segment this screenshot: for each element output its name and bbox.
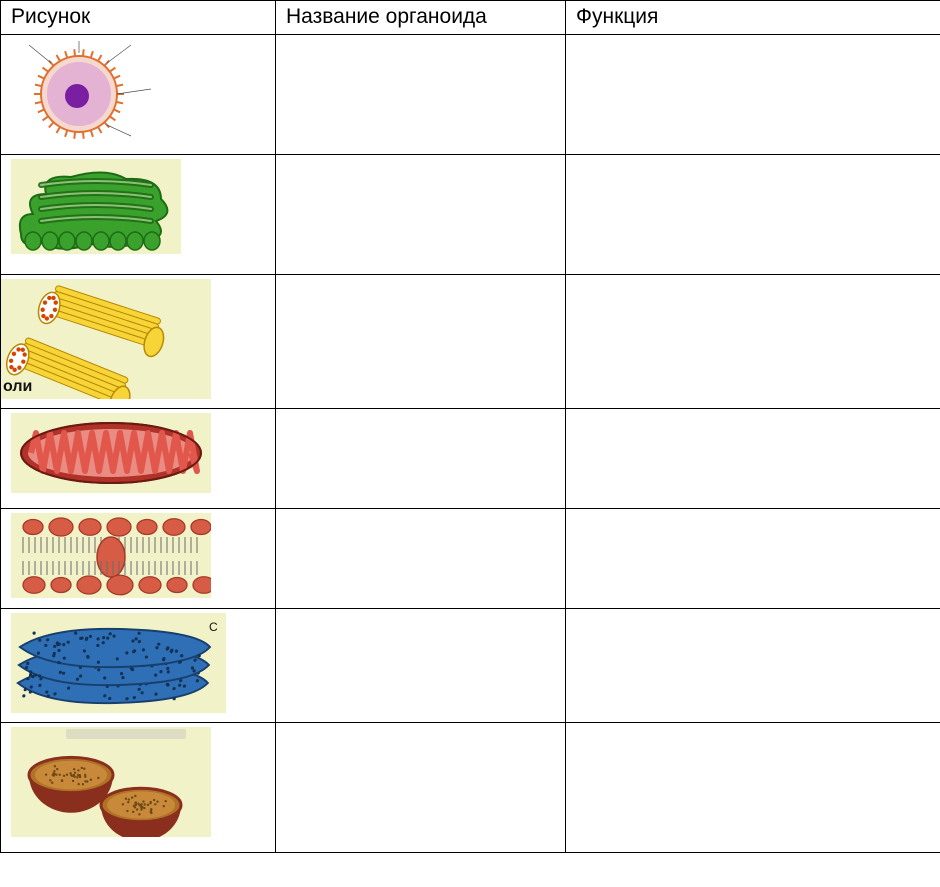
cell-function [566, 155, 940, 275]
page: Рисунок Название органоида Функция [0, 0, 940, 887]
cell-image [1, 35, 276, 155]
cell-name [276, 723, 566, 853]
cell-image: C [1, 609, 276, 723]
centrioles-icon: оли [1, 279, 211, 399]
cell-name [276, 609, 566, 723]
table-row: оли [1, 275, 940, 409]
table-row [1, 35, 940, 155]
endoplasmic-reticulum-icon: C [11, 613, 226, 713]
cell-image [1, 509, 276, 609]
table-header-row: Рисунок Название органоида Функция [1, 1, 940, 35]
cell-function [566, 609, 940, 723]
cell-name [276, 509, 566, 609]
cell-function [566, 35, 940, 155]
column-header-function: Функция [566, 1, 940, 35]
table-row [1, 723, 940, 853]
column-header-name: Название органоида [276, 1, 566, 35]
lysosome-icon [11, 727, 211, 837]
cell-name [276, 409, 566, 509]
cell-name [276, 155, 566, 275]
cell-function [566, 723, 940, 853]
cell-function [566, 509, 940, 609]
table-row [1, 409, 940, 509]
table-row [1, 509, 940, 609]
table-row: C [1, 609, 940, 723]
svg-text:C: C [209, 620, 218, 634]
cell-name [276, 35, 566, 155]
cell-function [566, 409, 940, 509]
table-body: оли [1, 35, 940, 853]
cell-image: оли [1, 275, 276, 409]
cell-image [1, 409, 276, 509]
golgi-icon [11, 513, 211, 598]
mitochondrion-icon [11, 413, 211, 493]
nucleus-icon [11, 39, 161, 139]
cell-image [1, 723, 276, 853]
table-row [1, 155, 940, 275]
organelle-table: Рисунок Название органоида Функция [0, 0, 940, 853]
svg-text:оли: оли [3, 378, 32, 395]
cell-name [276, 275, 566, 409]
cell-image [1, 155, 276, 275]
table-header: Рисунок Название органоида Функция [1, 1, 940, 35]
cell-function [566, 275, 940, 409]
chloroplast-icon [11, 159, 181, 254]
column-header-image: Рисунок [1, 1, 276, 35]
